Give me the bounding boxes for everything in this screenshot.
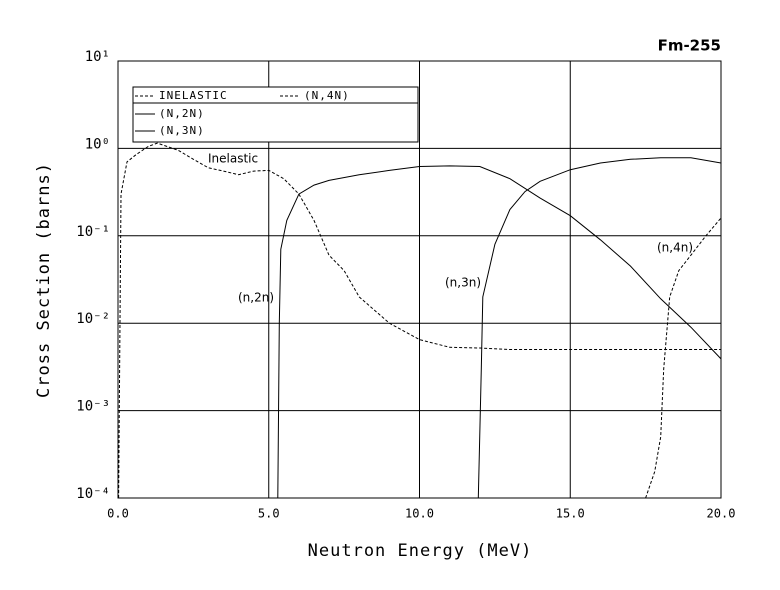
y-tick-label: 10⁻³ [76, 399, 110, 415]
legend-box [132, 86, 419, 143]
annotation: Inelastic [208, 152, 258, 166]
legend-label: INELASTIC [159, 89, 228, 102]
annotation: (n,2n) [238, 291, 274, 305]
y-tick-label: 10⁰ [85, 136, 110, 152]
x-tick-label: 5.0 [258, 507, 280, 521]
chart-title: Fm-255 [658, 37, 721, 55]
x-axis-label: Neutron Energy (MeV) [308, 541, 533, 561]
legend-label: (N,2N) [159, 107, 205, 120]
y-tick-label: 10⁻¹ [76, 224, 110, 240]
y-axis-label: Cross Section (barns) [34, 162, 54, 398]
annotation: (n,3n) [445, 276, 481, 290]
legend-label: (N,3N) [159, 124, 205, 137]
legend-label: (N,4N) [304, 89, 350, 102]
series-line [118, 142, 721, 499]
x-tick-label: 10.0 [405, 507, 434, 521]
y-tick-label: 10⁻² [76, 311, 110, 327]
y-tick-label: 10⁻⁴ [76, 486, 110, 502]
y-tick-label: 10¹ [85, 49, 110, 65]
x-tick-label: 0.0 [107, 507, 129, 521]
x-tick-label: 20.0 [707, 507, 736, 521]
x-tick-label: 15.0 [556, 507, 585, 521]
series-line [477, 157, 722, 499]
series-line [645, 217, 722, 499]
annotation: (n,4n) [657, 241, 693, 255]
series-line [277, 165, 722, 499]
